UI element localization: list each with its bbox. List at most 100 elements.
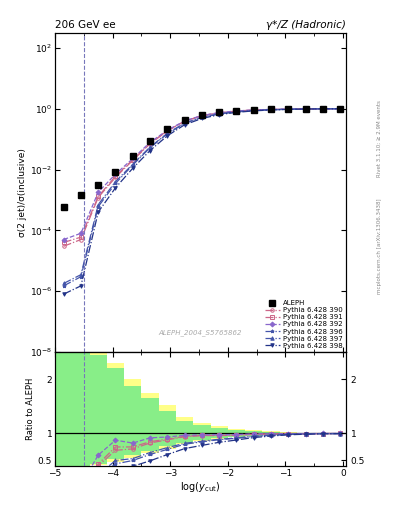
Text: ALEPH_2004_S5765862: ALEPH_2004_S5765862 xyxy=(159,329,242,336)
Pythia 6.428 390 xyxy=(303,106,308,112)
Pythia 6.428 397 xyxy=(96,202,101,208)
Pythia 6.428 397 xyxy=(338,105,342,112)
Pythia 6.428 397 xyxy=(79,271,83,278)
Pythia 6.428 397 xyxy=(182,120,187,126)
Pythia 6.428 390 xyxy=(182,118,187,124)
Pythia 6.428 392 xyxy=(303,106,308,112)
Pythia 6.428 391 xyxy=(96,194,101,200)
Pythia 6.428 392 xyxy=(217,110,222,116)
Line: Pythia 6.428 392: Pythia 6.428 392 xyxy=(62,107,342,241)
Pythia 6.428 397 xyxy=(165,130,170,136)
ALEPH xyxy=(96,182,101,188)
ALEPH xyxy=(165,126,170,132)
Pythia 6.428 391 xyxy=(79,234,83,240)
Pythia 6.428 397 xyxy=(269,106,274,113)
Pythia 6.428 391 xyxy=(217,110,222,116)
Pythia 6.428 392 xyxy=(252,107,256,113)
Pythia 6.428 398 xyxy=(338,105,342,112)
Pythia 6.428 397 xyxy=(303,106,308,112)
X-axis label: $\log(y_{\rm cut})$: $\log(y_{\rm cut})$ xyxy=(180,480,220,495)
Pythia 6.428 390 xyxy=(79,237,83,243)
Pythia 6.428 397 xyxy=(286,106,290,112)
Pythia 6.428 397 xyxy=(61,281,66,287)
Pythia 6.428 397 xyxy=(234,109,239,115)
Pythia 6.428 392 xyxy=(61,237,66,243)
Pythia 6.428 396 xyxy=(61,283,66,289)
ALEPH xyxy=(286,106,290,112)
Line: Pythia 6.428 397: Pythia 6.428 397 xyxy=(62,107,342,285)
Pythia 6.428 390 xyxy=(320,105,325,112)
Pythia 6.428 390 xyxy=(234,108,239,114)
Pythia 6.428 391 xyxy=(320,105,325,112)
Pythia 6.428 396 xyxy=(252,108,256,114)
Text: 206 GeV ee: 206 GeV ee xyxy=(55,20,116,30)
Pythia 6.428 392 xyxy=(234,108,239,114)
ALEPH xyxy=(252,107,256,113)
Pythia 6.428 398 xyxy=(182,122,187,128)
Pythia 6.428 391 xyxy=(182,118,187,124)
Pythia 6.428 398 xyxy=(61,291,66,297)
Pythia 6.428 396 xyxy=(182,120,187,126)
Pythia 6.428 390 xyxy=(61,243,66,249)
Pythia 6.428 396 xyxy=(303,106,308,112)
Pythia 6.428 398 xyxy=(96,209,101,215)
Pythia 6.428 391 xyxy=(338,105,342,112)
Pythia 6.428 391 xyxy=(61,240,66,246)
ALEPH xyxy=(269,106,274,112)
Pythia 6.428 396 xyxy=(286,106,290,112)
Pythia 6.428 398 xyxy=(79,283,83,289)
ALEPH xyxy=(234,108,239,114)
Pythia 6.428 391 xyxy=(303,106,308,112)
Pythia 6.428 398 xyxy=(252,108,256,114)
Pythia 6.428 390 xyxy=(130,157,135,163)
Pythia 6.428 396 xyxy=(148,145,152,151)
Line: Pythia 6.428 390: Pythia 6.428 390 xyxy=(62,107,342,248)
Pythia 6.428 391 xyxy=(286,106,290,112)
Pythia 6.428 397 xyxy=(320,106,325,112)
Pythia 6.428 396 xyxy=(320,106,325,112)
Pythia 6.428 392 xyxy=(113,171,118,177)
Pythia 6.428 396 xyxy=(217,111,222,117)
Pythia 6.428 398 xyxy=(286,106,290,113)
Line: Pythia 6.428 391: Pythia 6.428 391 xyxy=(62,107,342,244)
Pythia 6.428 398 xyxy=(303,106,308,112)
ALEPH xyxy=(320,105,325,112)
Pythia 6.428 392 xyxy=(269,106,274,113)
Pythia 6.428 390 xyxy=(148,141,152,147)
Y-axis label: Ratio to ALEPH: Ratio to ALEPH xyxy=(26,378,35,440)
Pythia 6.428 396 xyxy=(165,131,170,137)
Line: ALEPH: ALEPH xyxy=(61,106,343,209)
Pythia 6.428 396 xyxy=(200,114,204,120)
Pythia 6.428 398 xyxy=(130,165,135,172)
Pythia 6.428 397 xyxy=(113,179,118,185)
Pythia 6.428 392 xyxy=(338,105,342,112)
ALEPH xyxy=(79,191,83,198)
ALEPH xyxy=(130,153,135,159)
ALEPH xyxy=(182,117,187,123)
Text: γ*/Z (Hadronic): γ*/Z (Hadronic) xyxy=(266,20,346,30)
Pythia 6.428 390 xyxy=(113,174,118,180)
Pythia 6.428 398 xyxy=(217,112,222,118)
Pythia 6.428 391 xyxy=(113,173,118,179)
Text: Rivet 3.1.10; ≥ 2.9M events: Rivet 3.1.10; ≥ 2.9M events xyxy=(377,100,382,177)
Pythia 6.428 391 xyxy=(148,140,152,146)
Pythia 6.428 397 xyxy=(148,144,152,150)
ALEPH xyxy=(338,105,342,112)
Pythia 6.428 391 xyxy=(252,107,256,113)
Pythia 6.428 398 xyxy=(113,185,118,191)
Pythia 6.428 392 xyxy=(286,106,290,112)
Pythia 6.428 398 xyxy=(165,133,170,139)
Pythia 6.428 398 xyxy=(234,109,239,115)
Pythia 6.428 392 xyxy=(182,118,187,124)
Pythia 6.428 398 xyxy=(200,115,204,121)
ALEPH xyxy=(61,204,66,210)
Pythia 6.428 391 xyxy=(165,127,170,134)
Pythia 6.428 398 xyxy=(320,106,325,112)
Pythia 6.428 398 xyxy=(269,107,274,113)
Pythia 6.428 390 xyxy=(217,110,222,116)
Pythia 6.428 390 xyxy=(200,113,204,119)
Pythia 6.428 397 xyxy=(200,114,204,120)
Pythia 6.428 390 xyxy=(286,106,290,112)
Pythia 6.428 396 xyxy=(96,204,101,210)
Pythia 6.428 396 xyxy=(130,162,135,168)
